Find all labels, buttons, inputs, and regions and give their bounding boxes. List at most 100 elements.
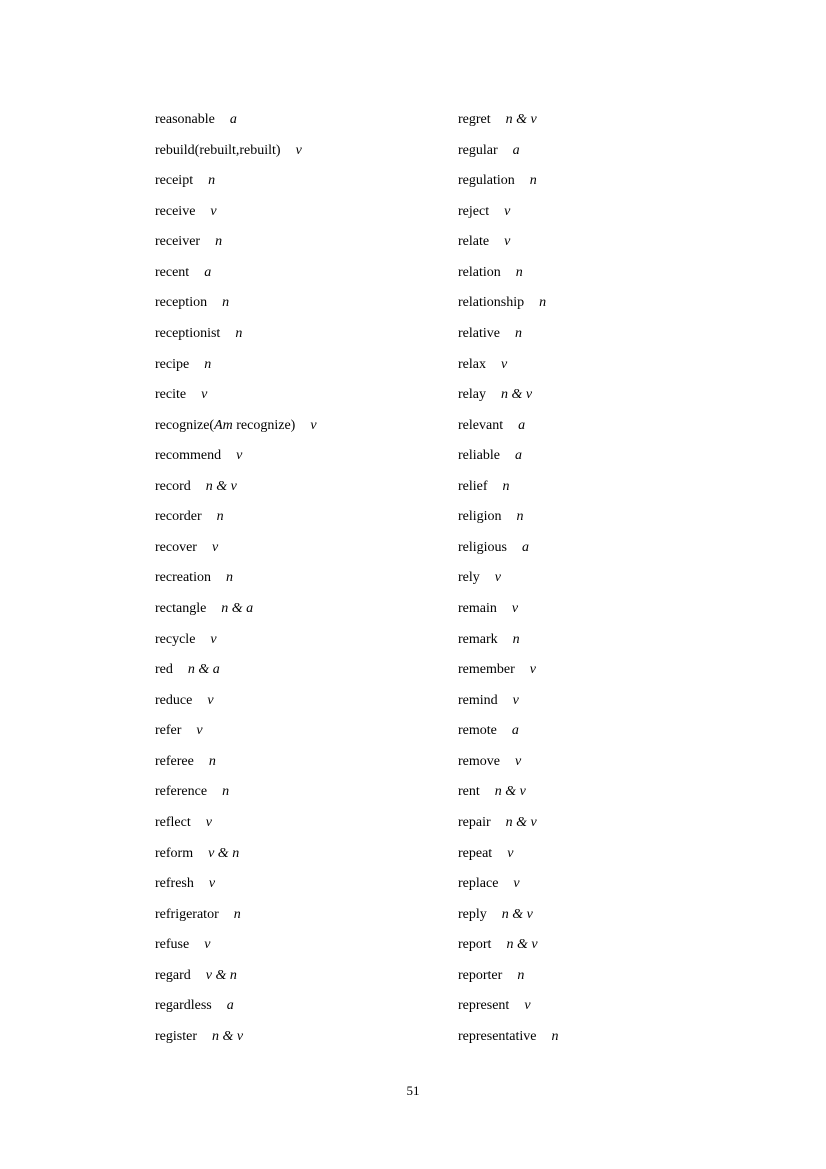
vocabulary-entry: recorder n: [155, 508, 317, 539]
vocabulary-entry: reflect v: [155, 814, 317, 845]
part-of-speech: n & v: [500, 387, 533, 403]
vocabulary-entry: rent n & v: [458, 783, 559, 814]
entry-word: repeat: [458, 845, 493, 861]
part-of-speech: v: [205, 814, 212, 830]
entry-word: relationship: [458, 295, 525, 311]
entry-word: relevant: [458, 417, 504, 433]
entry-word: receive: [155, 203, 196, 219]
vocabulary-entry: remain v: [458, 600, 559, 631]
entry-word: regard: [155, 967, 191, 983]
part-of-speech: n: [204, 356, 212, 372]
part-of-speech: n: [516, 509, 524, 525]
vocabulary-entry: regulation n: [458, 172, 559, 203]
entry-word: remark: [458, 631, 498, 647]
entry-word: recognize(: [155, 417, 215, 433]
vocabulary-entry: report n & v: [458, 936, 559, 967]
vocabulary-entry: religion n: [458, 508, 559, 539]
entry-word: refrigerator: [155, 906, 219, 922]
entry-word: recycle: [155, 631, 196, 647]
vocabulary-entry: recover v: [155, 539, 317, 570]
entry-word: relate: [458, 234, 490, 250]
vocabulary-entry: remove v: [458, 753, 559, 784]
vocabulary-entry: remote a: [458, 722, 559, 753]
entry-word: reporter: [458, 967, 503, 983]
entry-word: recorder: [155, 509, 202, 525]
vocabulary-entry: refer v: [155, 722, 317, 753]
entry-word: reference: [155, 784, 208, 800]
entry-word: replace: [458, 876, 499, 892]
part-of-speech: n & v: [205, 478, 237, 494]
part-of-speech: n: [514, 325, 522, 341]
vocabulary-entry: rely v: [458, 569, 559, 600]
vocabulary-entry: rectangle n & a: [155, 600, 317, 631]
vocabulary-entry: relay n & v: [458, 386, 559, 417]
vocabulary-entry: refrigerator n: [155, 906, 317, 937]
entry-word: referee: [155, 753, 194, 769]
part-of-speech: v: [524, 998, 531, 1014]
part-of-speech: v & n: [205, 967, 237, 983]
entry-word: reasonable: [155, 112, 215, 127]
part-of-speech: v: [514, 753, 522, 769]
vocabulary-entry: recognize(Am recognize) v: [155, 417, 317, 448]
part-of-speech: v: [494, 570, 501, 586]
part-of-speech: n & v: [505, 112, 537, 127]
vocabulary-entry: referee n: [155, 753, 317, 784]
entry-word: reduce: [155, 692, 193, 708]
part-of-speech: v: [504, 234, 511, 250]
part-of-speech: n & v: [501, 906, 533, 922]
vocabulary-entry: record n & v: [155, 478, 317, 509]
vocabulary-entry: reliable a: [458, 447, 559, 478]
entry-word: refer: [155, 723, 182, 739]
part-of-speech: n: [539, 295, 547, 311]
vocabulary-entry: reduce v: [155, 692, 317, 723]
part-of-speech: n: [515, 264, 523, 280]
part-of-speech: n: [216, 509, 224, 525]
vocabulary-entry: reject v: [458, 203, 559, 234]
entry-word: reform: [155, 845, 194, 861]
part-of-speech: v: [310, 417, 317, 433]
vocabulary-entry: reasonable a: [155, 111, 317, 142]
entry-word: reply: [458, 906, 487, 922]
part-of-speech: n & v: [494, 784, 526, 800]
entry-word: rely: [458, 570, 480, 586]
entry-word: receptionist: [155, 325, 221, 341]
part-of-speech: v: [210, 631, 217, 647]
entry-word: relief: [458, 478, 488, 494]
vocabulary-entry: relative n: [458, 325, 559, 356]
part-of-speech: v: [207, 692, 214, 708]
part-of-speech: n: [517, 967, 525, 983]
entry-word: register: [155, 1028, 197, 1044]
entry-word: relation: [458, 264, 501, 280]
entry-word: report: [458, 937, 492, 953]
entry-word: refresh: [155, 876, 194, 892]
part-of-speech: n: [551, 1028, 559, 1044]
vocabulary-entry: refuse v: [155, 936, 317, 967]
part-of-speech: n: [208, 173, 216, 189]
vocabulary-entry: rebuild(rebuilt,rebuilt) v: [155, 142, 317, 173]
vocabulary-entry: red n & a: [155, 661, 317, 692]
vocabulary-entry: relationship n: [458, 294, 559, 325]
entry-word: rectangle: [155, 601, 207, 616]
word-list-left-column: reasonable a rebuild(rebuilt,rebuilt) v rece…: [155, 111, 317, 1058]
vocabulary-entry: reform v & n: [155, 845, 317, 876]
vocabulary-entry: relation n: [458, 264, 559, 295]
entry-word: remain: [458, 601, 497, 616]
entry-word: regardless: [155, 998, 212, 1014]
vocabulary-entry: receptionist n: [155, 325, 317, 356]
part-of-speech: v: [500, 356, 508, 372]
vocabulary-entry: relevant a: [458, 417, 559, 448]
vocabulary-entry: recipe n: [155, 356, 317, 387]
entry-word: red: [155, 662, 173, 678]
part-of-speech: n: [529, 173, 537, 189]
part-of-speech: a: [511, 723, 519, 739]
entry-word: rent: [458, 784, 480, 800]
vocabulary-entry: recommend v: [155, 447, 317, 478]
part-of-speech: v: [504, 203, 511, 219]
part-of-speech: n: [222, 295, 230, 311]
part-of-speech: v: [201, 387, 208, 403]
part-of-speech: n: [208, 753, 216, 769]
vocabulary-entry: relax v: [458, 356, 559, 387]
vocabulary-entry: reply n & v: [458, 906, 559, 937]
vocabulary-entry: regardless a: [155, 997, 317, 1028]
vocabulary-entry: receiver n: [155, 233, 317, 264]
